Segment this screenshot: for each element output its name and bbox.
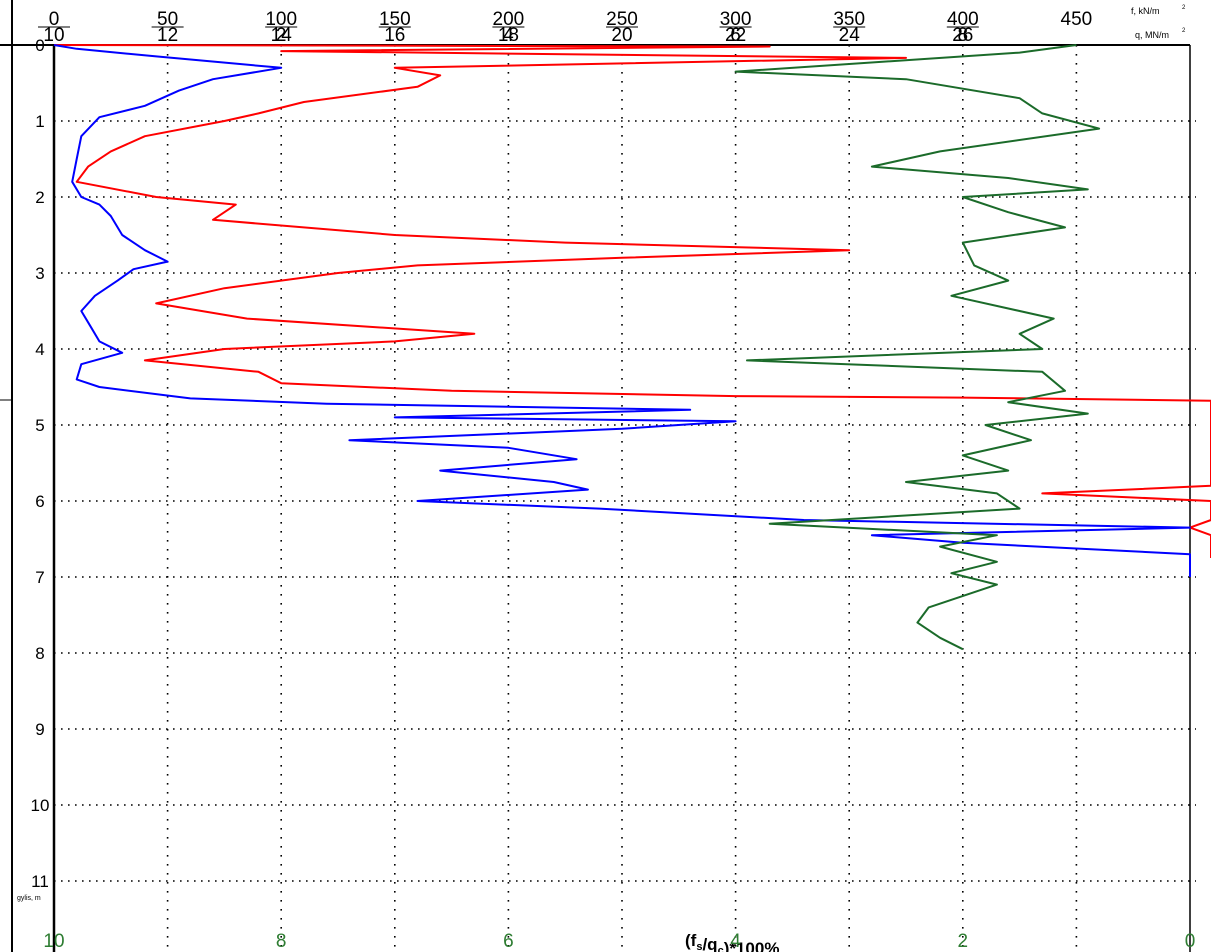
f-axis-tick-label: 50 [157, 9, 178, 30]
f-axis-tick-label: 400 [947, 9, 979, 30]
ratio-axis-tick-label: 10 [43, 931, 64, 952]
y-axis-label: gylis, m [17, 895, 41, 902]
depth-tick-label: 0 [35, 36, 44, 55]
depth-tick-label: 7 [35, 568, 44, 587]
ratio-axis-label-subscript: s [696, 941, 702, 952]
ratio-axis-label-part: (f [685, 931, 697, 950]
q-axis-unit-label: q, MN/m [1135, 30, 1169, 40]
series-line-2 [53, 44, 1191, 577]
q-axis-tick-label: 16 [384, 25, 405, 46]
f-axis-tick-label: 200 [493, 9, 525, 30]
q-axis-tick-label: 18 [498, 25, 519, 46]
r-axis-tick-label: 2 [276, 25, 287, 46]
series-line-3 [734, 44, 1101, 651]
series-line-1 [53, 44, 1211, 558]
depth-tick-label: 3 [35, 264, 44, 283]
depth-tick-label: 1 [35, 112, 44, 131]
f-axis-tick-label: 150 [379, 9, 411, 30]
ratio-axis-tick-label: 2 [958, 931, 969, 952]
depth-tick-label: 8 [35, 644, 44, 663]
f-axis-tick-label: 100 [265, 9, 297, 30]
ratio-axis-tick-label: 0 [1185, 931, 1196, 952]
ratio-axis-tick-label: 4 [730, 931, 741, 952]
q-axis-tick-label: 12 [157, 25, 178, 46]
ratio-axis-tick-label: 8 [276, 931, 287, 952]
q-axis-tick-label: 24 [839, 25, 861, 46]
series [53, 44, 1211, 651]
f-axis-unit-label: f, kN/m [1131, 6, 1160, 16]
depth-tick-label: 2 [35, 188, 44, 207]
q-axis-tick-label: 20 [611, 25, 632, 46]
ratio-axis-tick-label: 6 [503, 931, 514, 952]
f-axis-tick-label: 0 [49, 9, 60, 30]
q-axis-tick-label: 10 [43, 25, 64, 46]
q-axis-tick-label: 22 [725, 25, 746, 46]
ratio-axis-label-part: )*100% [724, 939, 780, 952]
r-axis-tick-label: 8 [958, 25, 969, 46]
f-axis-tick-label: 450 [1061, 9, 1093, 30]
depth-tick-label: 11 [31, 872, 49, 891]
f-axis-tick-label: 250 [606, 9, 638, 30]
f-axis-tick-label: 350 [833, 9, 865, 30]
ratio-axis-label: (fs/qc)*100% [685, 931, 779, 952]
axes [0, 44, 1191, 952]
ratio-axis-label-part: /q [702, 935, 717, 952]
q-axis-tick-label: 26 [952, 25, 973, 46]
depth-tick-label: 4 [35, 340, 44, 359]
ratio-axis-label-subscript: c [718, 945, 724, 952]
depth-tick-label: 6 [35, 492, 44, 511]
q-axis-unit-superscript: 2 [1182, 28, 1186, 34]
f-axis-tick-label: 300 [720, 9, 752, 30]
f-axis-unit-superscript: 2 [1182, 5, 1186, 11]
q-axis-tick-label: 14 [271, 25, 293, 46]
depth-tick-label: 9 [35, 720, 44, 739]
depth-tick-label: 10 [31, 796, 50, 815]
depth-tick-label: 5 [35, 416, 44, 435]
r-axis-tick-label: 6 [730, 25, 741, 46]
r-axis-tick-label: 4 [503, 25, 514, 46]
